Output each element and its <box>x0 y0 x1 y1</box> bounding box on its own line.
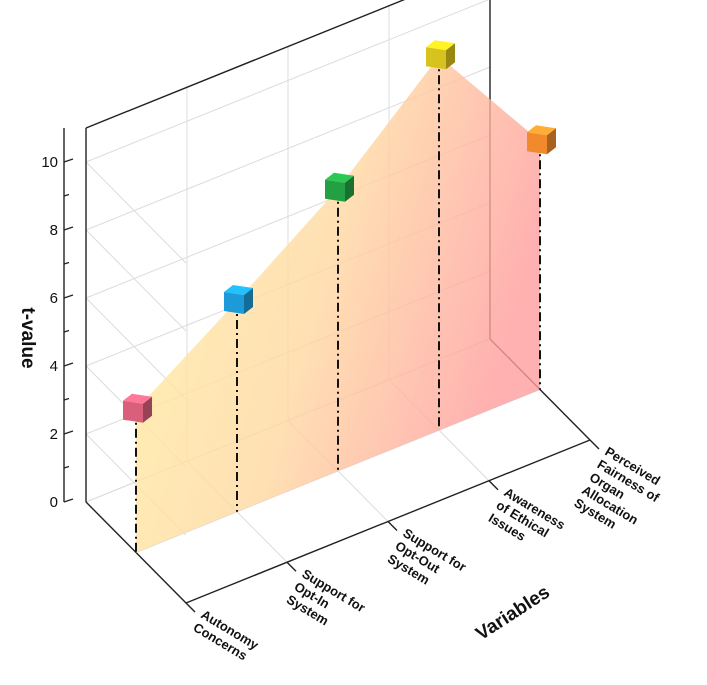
x-tick-label: Support forOpt-OutSystem <box>385 525 469 600</box>
x-tick <box>488 480 499 491</box>
x-tick <box>286 561 297 572</box>
y-tick-label: 2 <box>50 426 58 443</box>
marker-top <box>426 40 455 51</box>
data-markers <box>123 40 556 423</box>
y-tick <box>63 158 74 163</box>
y-tick <box>63 329 70 333</box>
y-axis: 0 2 4 6 8 10 <box>41 128 74 511</box>
marker-front <box>123 400 143 423</box>
y-tick <box>63 261 70 265</box>
marker-front <box>527 132 547 155</box>
y-tick <box>63 193 70 197</box>
x-tick <box>589 439 600 450</box>
marker-front <box>325 179 345 202</box>
y-tick-label: 6 <box>50 290 58 307</box>
marker-front <box>224 291 244 314</box>
data-marker <box>325 172 354 202</box>
x-axis-title: Variables <box>472 582 553 645</box>
y-tick <box>63 465 70 469</box>
y-tick <box>63 498 74 503</box>
drop-lines <box>135 56 541 553</box>
marker-front <box>426 47 446 70</box>
y-tick <box>63 226 74 231</box>
side-hgrid <box>85 229 187 332</box>
marker-top <box>527 125 556 136</box>
data-marker <box>123 393 152 423</box>
marker-top <box>325 172 354 183</box>
y-tick <box>63 294 74 299</box>
x-tick-label: PerceivedFairness ofOrganAllocationSyste… <box>572 444 671 544</box>
data-marker <box>527 125 556 155</box>
x-tick <box>387 521 398 531</box>
y-axis-title: t-value <box>17 307 38 368</box>
y-tick-label: 8 <box>50 222 58 239</box>
data-marker <box>426 40 455 70</box>
marker-side <box>244 287 253 314</box>
marker-side <box>143 396 152 423</box>
marker-top <box>224 284 253 295</box>
x-tick <box>185 602 196 613</box>
marker-side <box>345 175 354 202</box>
y-tick <box>63 430 74 435</box>
y-tick-label: 10 <box>41 154 58 171</box>
y-tick-label: 0 <box>50 494 58 511</box>
x-tick-label: AutonomyConcerns <box>191 607 262 666</box>
x-tick-label: Awarenessof EthicalIssues <box>486 484 568 558</box>
data-marker <box>224 284 253 314</box>
y-tick <box>63 397 70 401</box>
marker-top <box>123 393 152 404</box>
y-tick <box>63 362 74 367</box>
side-hgrid <box>85 161 187 264</box>
y-tick-label: 4 <box>50 358 58 375</box>
x-tick-label: Support forOpt-InSystem <box>284 566 368 641</box>
marker-side <box>547 128 556 155</box>
marker-side <box>446 43 455 70</box>
frame-edge <box>85 0 406 129</box>
back-hgrid <box>85 0 489 163</box>
